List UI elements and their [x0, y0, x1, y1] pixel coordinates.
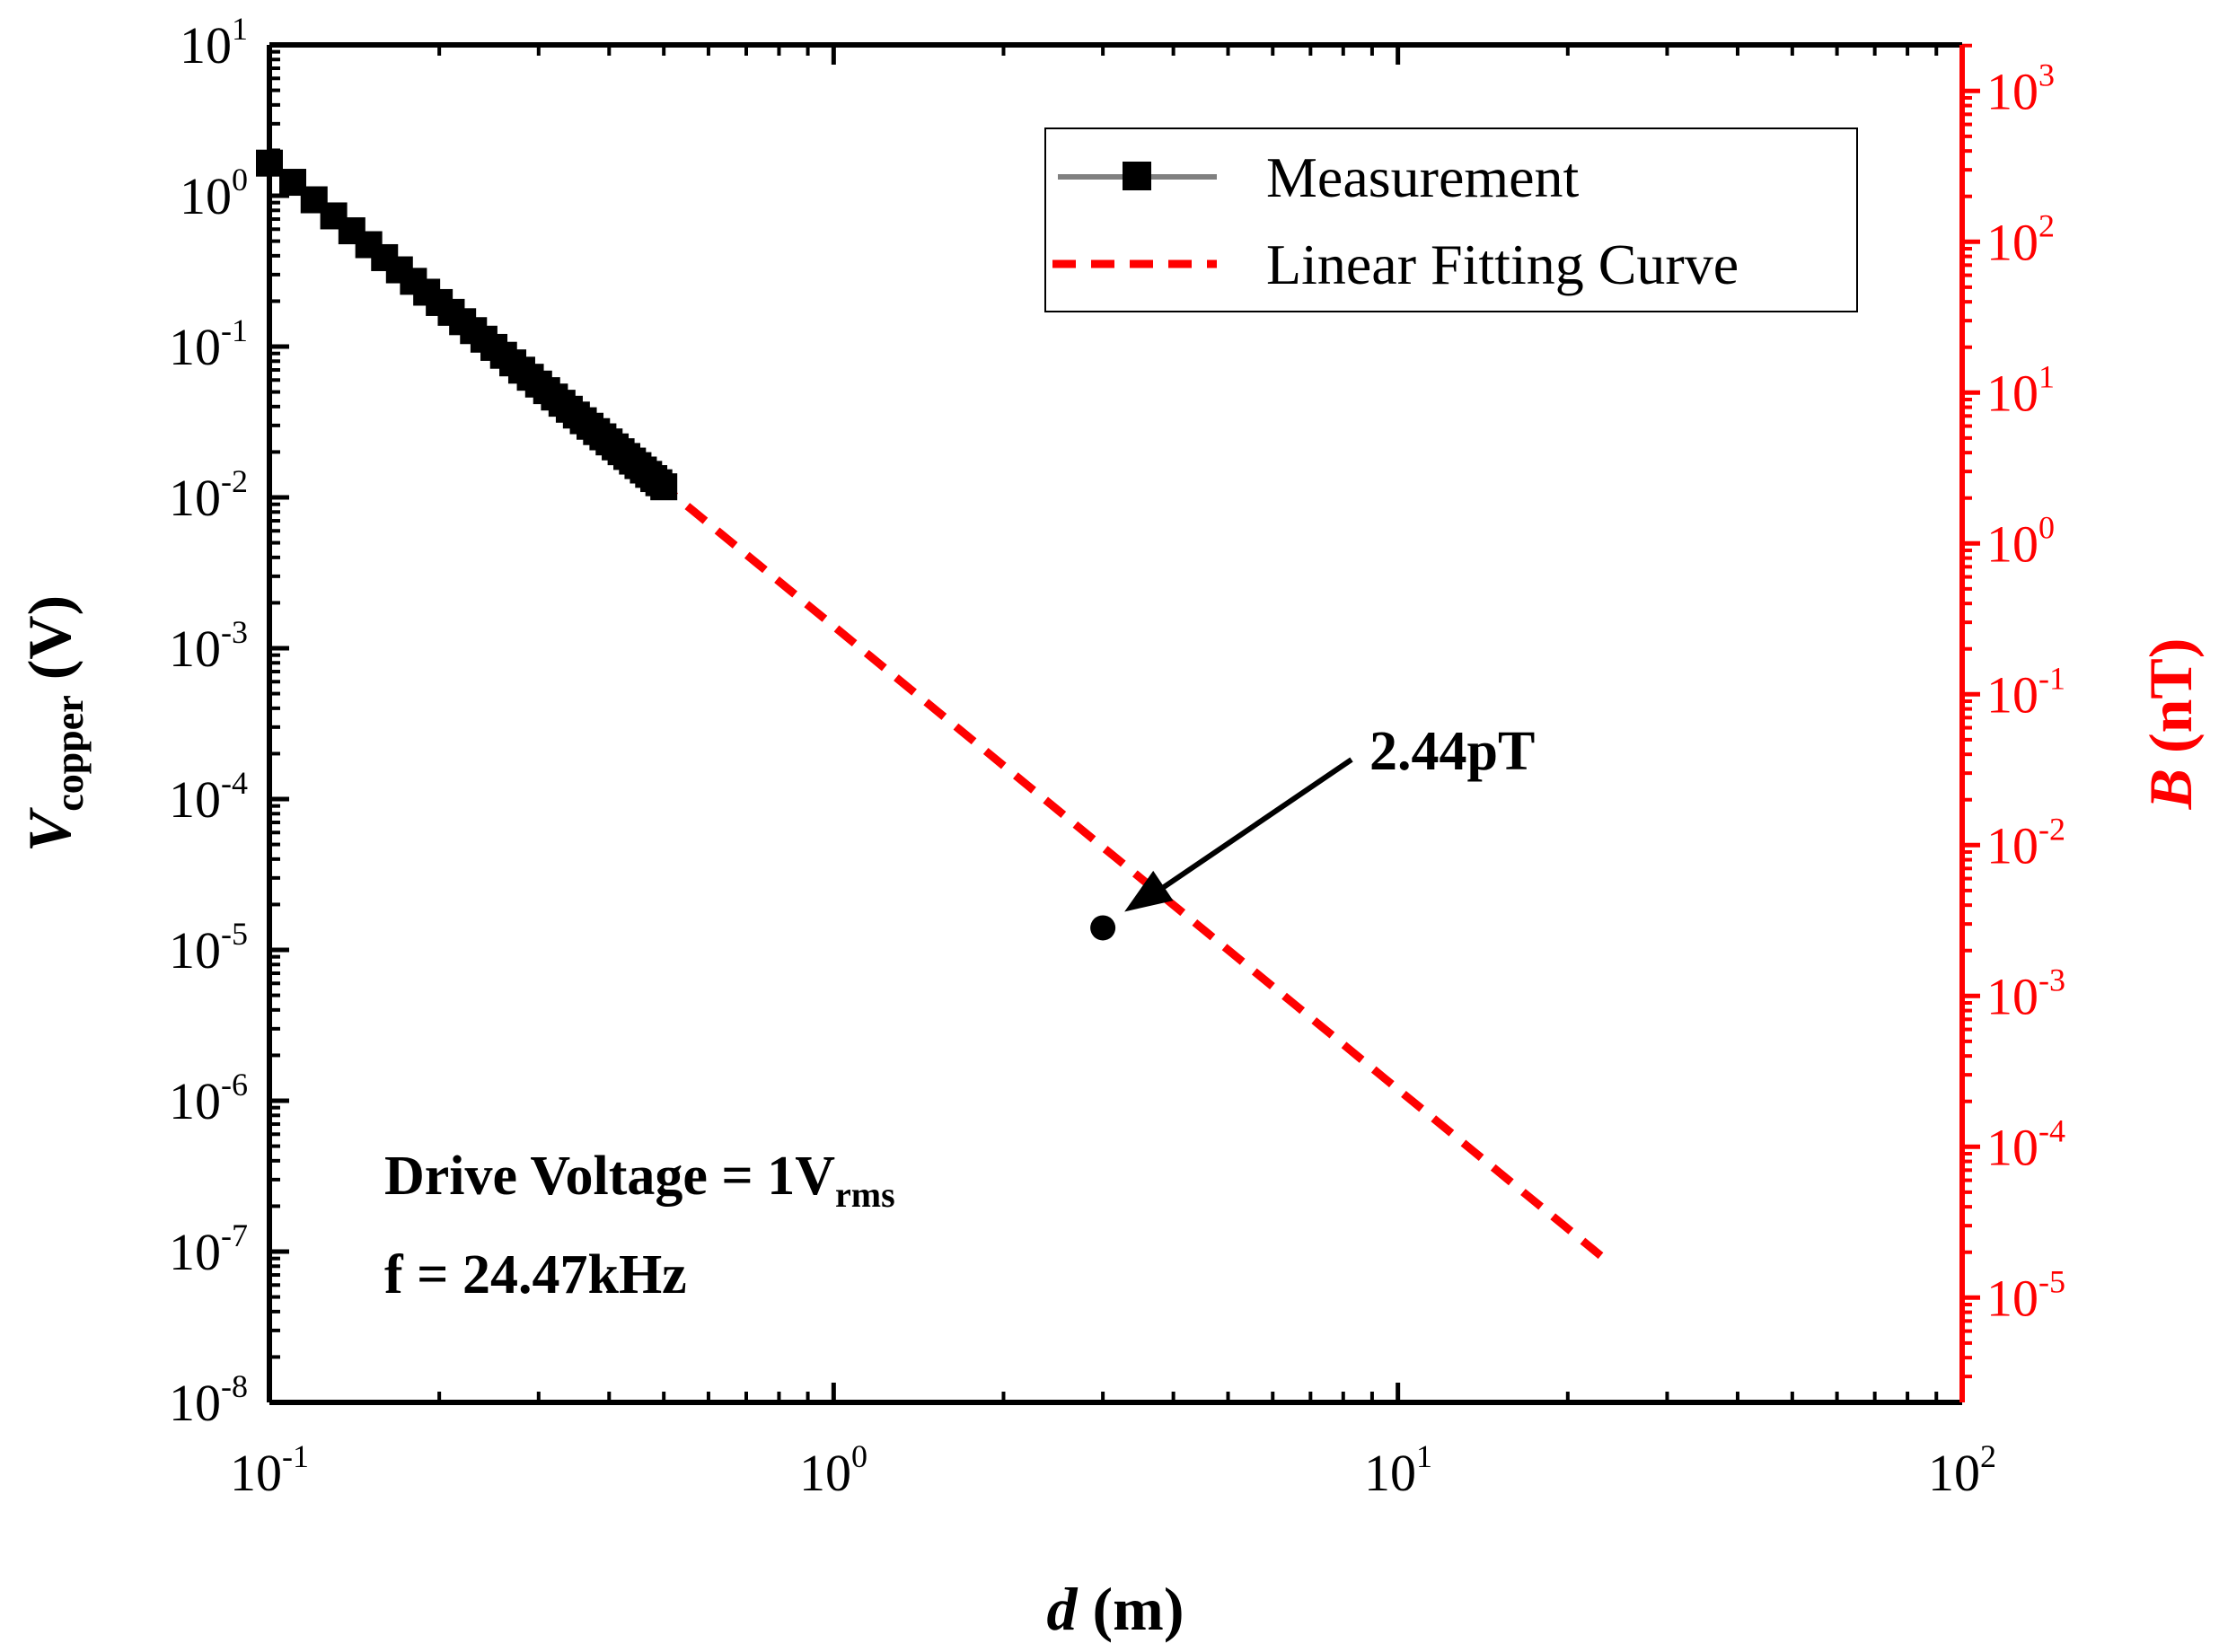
- x-axis-title: d (m): [1047, 1575, 1184, 1643]
- x-tick-label-0: 10-1: [230, 1438, 309, 1502]
- y-left-tick-label-5: 10-4: [169, 765, 248, 829]
- x-tick-labels: 10-1 100 101 102: [230, 1438, 1996, 1502]
- y-left-tick-label-0: 101: [180, 11, 248, 75]
- y-right-tick-label-3: 100: [1986, 509, 2055, 573]
- legend-measurement-label: Measurement: [1266, 145, 1580, 209]
- y-right-tick-label-6: 10-3: [1986, 962, 2065, 1025]
- x-tick-label-2: 101: [1364, 1438, 1432, 1502]
- legend-box: [1044, 127, 1858, 312]
- y-left-tick-labels: 101 100 10-1 10-2 10-3 10-4 10-5 10-6 10…: [169, 11, 248, 1432]
- y-left-tick-label-7: 10-6: [169, 1067, 248, 1130]
- annotation-arrow: [1149, 757, 1353, 898]
- y-right-tick-label-4: 10-1: [1986, 660, 2065, 724]
- legend: Measurement Linear Fitting Curve: [1044, 127, 1858, 312]
- annotation-arrow-head: [1124, 870, 1174, 912]
- y-right-axis-title: B (nT): [2136, 638, 2205, 811]
- frequency-note: f = 24.47kHz: [384, 1244, 687, 1305]
- y-left-tick-label-9: 10-8: [169, 1368, 248, 1432]
- y-right-tick-labels: 103 102 101 100 10-1 10-2 10-3 10-4 10-5: [1986, 57, 2065, 1327]
- x-tick-label-3: 102: [1928, 1438, 1996, 1502]
- y-right-tick-label-0: 103: [1986, 57, 2055, 120]
- y-left-tick-label-3: 10-2: [169, 463, 248, 527]
- y-left-axis-title: Vcopper (V): [15, 595, 92, 852]
- y-right-tick-label-1: 102: [1986, 207, 2055, 271]
- y-right-tick-label-8: 10-5: [1986, 1263, 2065, 1327]
- measurement-series: [256, 149, 678, 501]
- x-tick-label-1: 100: [799, 1438, 867, 1502]
- legend-measurement-marker: [1123, 162, 1151, 190]
- y-right-tick-label-7: 10-4: [1986, 1112, 2065, 1176]
- y-left-tick-label-4: 10-3: [169, 614, 248, 678]
- y-left-tick-label-1: 100: [180, 162, 248, 225]
- legend-fit-label: Linear Fitting Curve: [1266, 233, 1739, 296]
- y-left-tick-label-6: 10-5: [169, 916, 248, 980]
- y-right-tick-label-2: 101: [1986, 358, 2055, 422]
- annotation-point: [1090, 915, 1116, 941]
- annotation-label: 2.44pT: [1369, 721, 1535, 782]
- y-left-tick-label-8: 10-7: [169, 1217, 248, 1281]
- drive-voltage-note: Drive Voltage = 1Vrms: [384, 1146, 895, 1215]
- y-left-tick-label-2: 10-1: [169, 312, 248, 376]
- annotation: 2.44pT: [1090, 721, 1535, 941]
- y-right-tick-label-5: 10-2: [1986, 811, 2065, 874]
- measurement-marker: [650, 473, 678, 501]
